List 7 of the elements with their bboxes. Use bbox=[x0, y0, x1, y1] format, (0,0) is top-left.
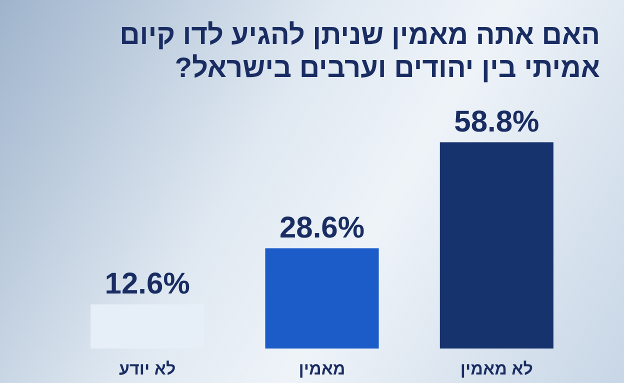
x-tick-label: לא יודע bbox=[118, 359, 176, 378]
chart-title: האם אתה מאמין שניתן להגיע לדו קיום אמיתי בין יהודים וערבים בישראל? bbox=[118, 18, 600, 84]
data-label: 12.6% bbox=[104, 268, 190, 301]
data-label: 28.6% bbox=[279, 212, 365, 245]
x-tick-label: לא מאמין bbox=[460, 359, 533, 378]
data-label: 58.8% bbox=[454, 106, 540, 139]
x-tick-label: מאמין bbox=[298, 359, 346, 378]
